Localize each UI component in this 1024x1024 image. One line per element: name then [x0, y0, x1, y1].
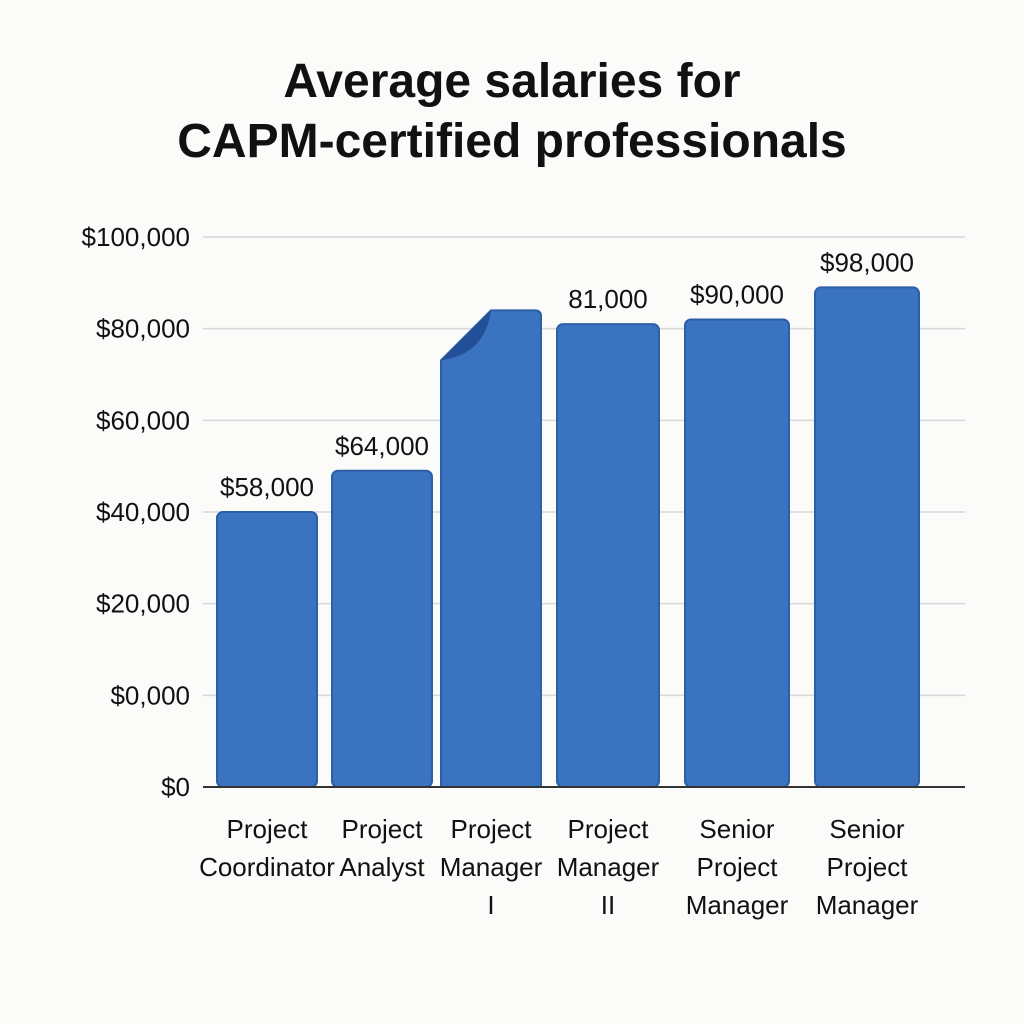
y-tick-label: $0,000: [110, 680, 190, 710]
x-tick-label-line: Project: [227, 814, 309, 844]
x-tick-label-line: Project: [342, 814, 424, 844]
x-tick-label-line: Manager: [440, 852, 543, 882]
bar: [814, 286, 920, 788]
x-tick-label-line: Manager: [686, 890, 789, 920]
x-tick-label-line: Analyst: [339, 852, 425, 882]
bar: [684, 318, 790, 788]
x-tick-label-line: Project: [451, 814, 533, 844]
chart-title-line-1: Average salaries for: [283, 55, 741, 108]
x-tick-label-line: Manager: [816, 890, 919, 920]
x-tick-label: Senior Project Manager: [816, 814, 919, 920]
bar-fold: [441, 310, 491, 361]
data-label: $90,000: [690, 280, 784, 310]
bar: [331, 469, 433, 788]
x-tick-label: Senior Project Manager: [686, 814, 789, 920]
data-label: $98,000: [820, 247, 914, 277]
y-tick-label: $20,000: [96, 589, 190, 619]
chart-title-line-2: CAPM-certified professionals: [177, 115, 847, 168]
data-label: $64,000: [335, 431, 429, 461]
x-tick-label-line: Project: [697, 852, 779, 882]
y-tick-label: $40,000: [96, 497, 190, 527]
data-label: 81,000: [568, 284, 648, 314]
x-tick-label-line: I: [487, 890, 494, 920]
y-tick-label: $60,000: [96, 405, 190, 435]
x-tick-label-line: Project: [827, 852, 909, 882]
x-tick-label: Project Manager I: [440, 814, 543, 920]
chart-title: Average salaries for CAPM-certified prof…: [0, 52, 1024, 172]
y-tick-label: $100,000: [82, 222, 190, 252]
bar: [216, 511, 318, 788]
x-tick-label-line: Coordinator: [199, 852, 335, 882]
x-tick-label: Project Analyst: [339, 814, 425, 882]
x-tick-label: Project Coordinator: [199, 814, 335, 882]
x-tick-label: Project Manager II: [557, 814, 660, 920]
y-tick-label: $80,000: [96, 314, 190, 344]
bar: [556, 323, 660, 788]
x-tick-label-line: Senior: [829, 814, 904, 844]
x-tick-label-line: Project: [568, 814, 650, 844]
y-tick-label: $0: [161, 772, 190, 802]
x-tick-label-line: Senior: [699, 814, 774, 844]
x-tick-label-line: II: [601, 890, 615, 920]
bar: [440, 309, 542, 788]
x-tick-label-line: Manager: [557, 852, 660, 882]
data-label: $58,000: [220, 472, 314, 502]
